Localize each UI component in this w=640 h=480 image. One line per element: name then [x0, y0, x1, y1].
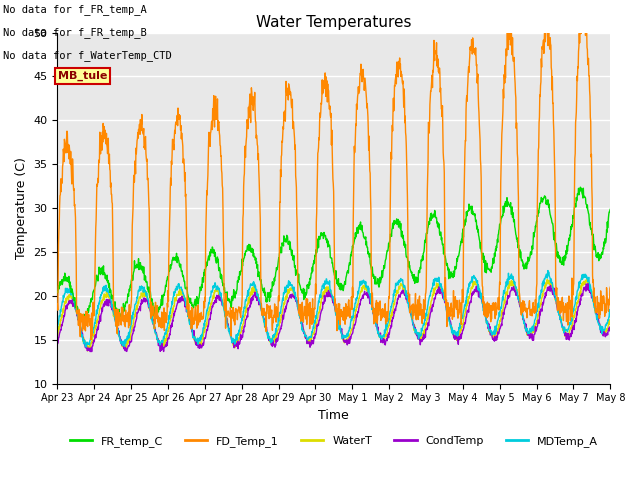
- X-axis label: Time: Time: [319, 409, 349, 422]
- Text: MB_tule: MB_tule: [58, 71, 107, 81]
- Text: No data for f_FR_temp_B: No data for f_FR_temp_B: [3, 27, 147, 38]
- Text: No data for f_WaterTemp_CTD: No data for f_WaterTemp_CTD: [3, 50, 172, 61]
- Y-axis label: Temperature (C): Temperature (C): [15, 157, 28, 259]
- Legend: FR_temp_C, FD_Temp_1, WaterT, CondTemp, MDTemp_A: FR_temp_C, FD_Temp_1, WaterT, CondTemp, …: [65, 432, 602, 452]
- Text: No data for f_FR_temp_A: No data for f_FR_temp_A: [3, 4, 147, 15]
- Title: Water Temperatures: Water Temperatures: [256, 15, 412, 30]
